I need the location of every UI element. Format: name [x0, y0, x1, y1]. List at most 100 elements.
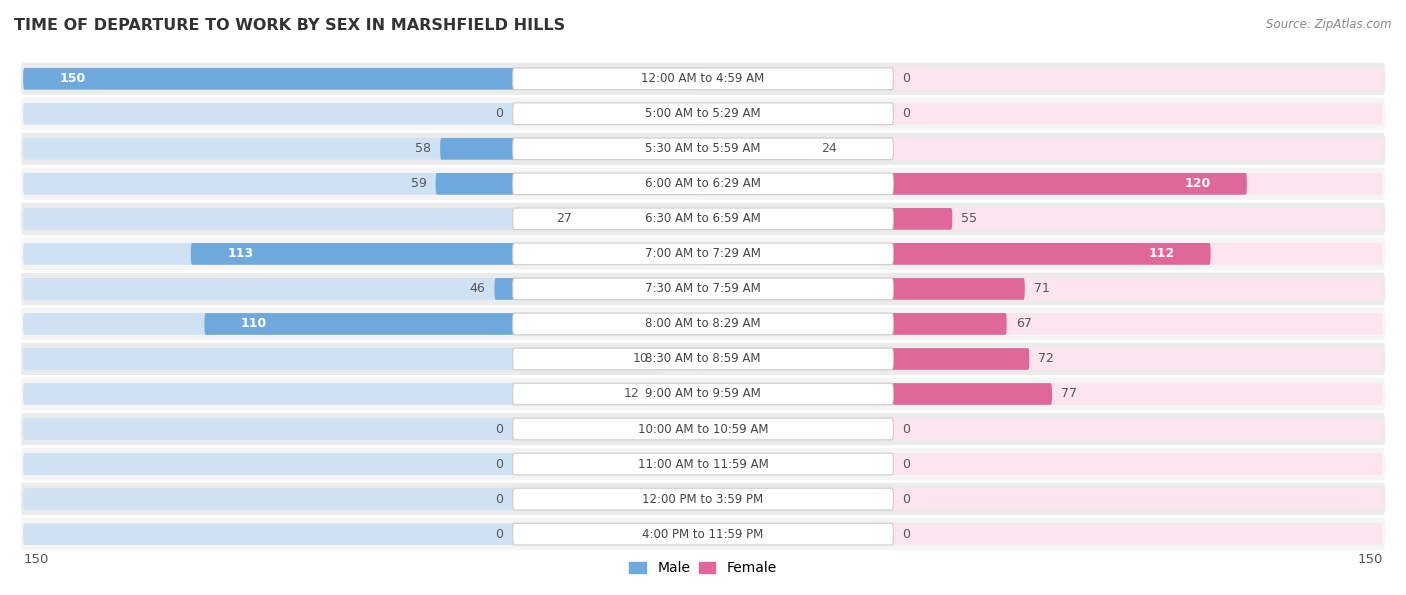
FancyBboxPatch shape — [513, 103, 893, 124]
FancyBboxPatch shape — [513, 383, 893, 405]
FancyBboxPatch shape — [648, 383, 703, 405]
FancyBboxPatch shape — [22, 383, 703, 405]
FancyBboxPatch shape — [22, 208, 703, 230]
FancyBboxPatch shape — [703, 453, 1384, 475]
Text: 0: 0 — [903, 493, 911, 506]
FancyBboxPatch shape — [22, 243, 703, 265]
Text: 12: 12 — [624, 387, 640, 400]
FancyBboxPatch shape — [703, 138, 1384, 159]
FancyBboxPatch shape — [703, 313, 1384, 335]
Text: 8:00 AM to 8:29 AM: 8:00 AM to 8:29 AM — [645, 318, 761, 330]
FancyBboxPatch shape — [21, 168, 1385, 200]
FancyBboxPatch shape — [22, 523, 703, 545]
FancyBboxPatch shape — [22, 348, 703, 370]
Text: 71: 71 — [1033, 283, 1050, 295]
FancyBboxPatch shape — [703, 173, 1247, 195]
FancyBboxPatch shape — [703, 488, 1384, 510]
Text: 5:30 AM to 5:59 AM: 5:30 AM to 5:59 AM — [645, 142, 761, 155]
Text: 110: 110 — [240, 318, 267, 330]
FancyBboxPatch shape — [191, 243, 703, 265]
FancyBboxPatch shape — [22, 68, 703, 90]
Text: 113: 113 — [228, 248, 253, 261]
FancyBboxPatch shape — [21, 238, 1385, 270]
Text: 58: 58 — [415, 142, 432, 155]
Text: 150: 150 — [22, 553, 48, 566]
FancyBboxPatch shape — [204, 313, 703, 335]
Text: 46: 46 — [470, 283, 485, 295]
Text: 10: 10 — [633, 352, 648, 365]
FancyBboxPatch shape — [21, 413, 1385, 445]
FancyBboxPatch shape — [703, 208, 1384, 230]
FancyBboxPatch shape — [495, 278, 703, 300]
FancyBboxPatch shape — [21, 273, 1385, 305]
FancyBboxPatch shape — [703, 523, 1384, 545]
Text: 0: 0 — [903, 72, 911, 85]
Text: 55: 55 — [962, 212, 977, 226]
FancyBboxPatch shape — [703, 68, 1384, 90]
Text: 0: 0 — [495, 422, 503, 436]
FancyBboxPatch shape — [21, 448, 1385, 480]
FancyBboxPatch shape — [513, 138, 893, 159]
FancyBboxPatch shape — [513, 243, 893, 265]
FancyBboxPatch shape — [513, 418, 893, 440]
FancyBboxPatch shape — [22, 418, 703, 440]
Text: 10:00 AM to 10:59 AM: 10:00 AM to 10:59 AM — [638, 422, 768, 436]
Text: 7:30 AM to 7:59 AM: 7:30 AM to 7:59 AM — [645, 283, 761, 295]
FancyBboxPatch shape — [22, 138, 703, 159]
FancyBboxPatch shape — [703, 418, 1384, 440]
Text: 12:00 AM to 4:59 AM: 12:00 AM to 4:59 AM — [641, 72, 765, 85]
Text: 0: 0 — [495, 493, 503, 506]
FancyBboxPatch shape — [703, 383, 1384, 405]
FancyBboxPatch shape — [21, 98, 1385, 130]
FancyBboxPatch shape — [21, 308, 1385, 340]
FancyBboxPatch shape — [21, 133, 1385, 165]
Text: 6:00 AM to 6:29 AM: 6:00 AM to 6:29 AM — [645, 177, 761, 190]
FancyBboxPatch shape — [513, 488, 893, 510]
Text: 150: 150 — [1358, 553, 1384, 566]
Text: 8:30 AM to 8:59 AM: 8:30 AM to 8:59 AM — [645, 352, 761, 365]
Text: 0: 0 — [495, 458, 503, 471]
FancyBboxPatch shape — [22, 313, 703, 335]
FancyBboxPatch shape — [703, 173, 1384, 195]
Text: 67: 67 — [1015, 318, 1032, 330]
FancyBboxPatch shape — [513, 313, 893, 335]
Text: 72: 72 — [1039, 352, 1054, 365]
FancyBboxPatch shape — [22, 68, 703, 90]
Text: 4:00 PM to 11:59 PM: 4:00 PM to 11:59 PM — [643, 528, 763, 541]
FancyBboxPatch shape — [703, 208, 952, 230]
FancyBboxPatch shape — [703, 348, 1029, 370]
FancyBboxPatch shape — [22, 278, 703, 300]
Text: 77: 77 — [1062, 387, 1077, 400]
FancyBboxPatch shape — [440, 138, 703, 159]
FancyBboxPatch shape — [513, 523, 893, 545]
Text: 27: 27 — [555, 212, 572, 226]
FancyBboxPatch shape — [21, 62, 1385, 95]
FancyBboxPatch shape — [513, 68, 893, 90]
FancyBboxPatch shape — [703, 243, 1384, 265]
Text: 11:00 AM to 11:59 AM: 11:00 AM to 11:59 AM — [638, 458, 768, 471]
FancyBboxPatch shape — [703, 243, 1211, 265]
Text: 150: 150 — [59, 72, 86, 85]
FancyBboxPatch shape — [22, 103, 703, 124]
FancyBboxPatch shape — [21, 483, 1385, 515]
Text: 112: 112 — [1149, 248, 1174, 261]
Text: TIME OF DEPARTURE TO WORK BY SEX IN MARSHFIELD HILLS: TIME OF DEPARTURE TO WORK BY SEX IN MARS… — [14, 18, 565, 33]
FancyBboxPatch shape — [513, 173, 893, 195]
Text: 120: 120 — [1184, 177, 1211, 190]
FancyBboxPatch shape — [22, 453, 703, 475]
Text: 0: 0 — [903, 107, 911, 120]
FancyBboxPatch shape — [513, 453, 893, 475]
FancyBboxPatch shape — [703, 278, 1384, 300]
Text: 7:00 AM to 7:29 AM: 7:00 AM to 7:29 AM — [645, 248, 761, 261]
FancyBboxPatch shape — [703, 383, 1052, 405]
Text: 9:00 AM to 9:59 AM: 9:00 AM to 9:59 AM — [645, 387, 761, 400]
FancyBboxPatch shape — [21, 378, 1385, 410]
FancyBboxPatch shape — [21, 343, 1385, 375]
Text: 0: 0 — [495, 107, 503, 120]
Text: 24: 24 — [821, 142, 837, 155]
FancyBboxPatch shape — [658, 348, 703, 370]
Text: 6:30 AM to 6:59 AM: 6:30 AM to 6:59 AM — [645, 212, 761, 226]
FancyBboxPatch shape — [581, 208, 703, 230]
Text: 0: 0 — [903, 458, 911, 471]
FancyBboxPatch shape — [513, 278, 893, 300]
